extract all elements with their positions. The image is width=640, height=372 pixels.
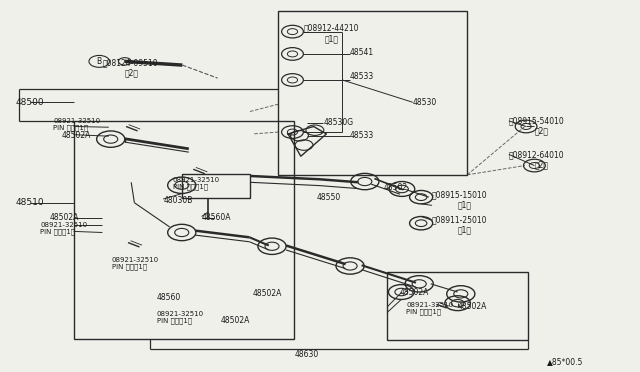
- Text: 48502A: 48502A: [253, 289, 282, 298]
- Text: 48030B: 48030B: [163, 196, 193, 205]
- Text: PIN ピン（1）: PIN ピン（1）: [173, 183, 208, 190]
- Text: 48500: 48500: [16, 98, 45, 107]
- Text: 08921-32510: 08921-32510: [112, 257, 159, 263]
- Text: PIN ピン（1）: PIN ピン（1）: [53, 124, 88, 131]
- Text: PIN ピン（1）: PIN ピン（1）: [112, 263, 147, 270]
- Text: （2）: （2）: [534, 160, 548, 169]
- Text: ▲85*00.5: ▲85*00.5: [547, 357, 584, 366]
- Text: （2）: （2）: [534, 126, 548, 135]
- Text: 08921-32510: 08921-32510: [157, 311, 204, 317]
- Text: 48502: 48502: [384, 183, 408, 192]
- Text: （2）: （2）: [125, 68, 139, 77]
- Text: 48550: 48550: [317, 193, 341, 202]
- Text: 48502A: 48502A: [62, 131, 92, 140]
- Text: PIN ピン（1）: PIN ピン（1）: [406, 308, 442, 315]
- Text: 48502A: 48502A: [221, 316, 250, 325]
- Text: 48630: 48630: [294, 350, 319, 359]
- Text: ⓝ08912-64010: ⓝ08912-64010: [509, 150, 564, 159]
- Text: 08921-32510: 08921-32510: [173, 177, 220, 183]
- Text: Ⓠ08915-15010: Ⓠ08915-15010: [432, 191, 488, 200]
- Text: 48530: 48530: [413, 98, 437, 107]
- Text: 08921-32510: 08921-32510: [53, 118, 100, 124]
- Text: 48502A: 48502A: [458, 302, 487, 311]
- Text: 08921-32510: 08921-32510: [40, 222, 88, 228]
- Text: 08921-32510: 08921-32510: [406, 302, 454, 308]
- Bar: [182, 174, 250, 198]
- Text: 48533: 48533: [350, 72, 374, 81]
- Text: 48502A: 48502A: [400, 288, 429, 296]
- Text: PIN ピン（1）: PIN ピン（1）: [40, 228, 76, 235]
- Text: ⓝ08911-25010: ⓝ08911-25010: [432, 216, 488, 225]
- Text: PIN ピン（1）: PIN ピン（1）: [157, 317, 192, 324]
- Text: 48560: 48560: [157, 293, 181, 302]
- Text: 48502A: 48502A: [49, 213, 79, 222]
- Text: 48560A: 48560A: [202, 213, 231, 222]
- Text: 48530G: 48530G: [323, 118, 353, 127]
- Text: ⓝ08915-54010: ⓝ08915-54010: [509, 116, 564, 125]
- Text: （1）: （1）: [458, 201, 472, 210]
- Text: （1）: （1）: [325, 35, 339, 44]
- Bar: [387, 272, 528, 340]
- Text: 48533: 48533: [350, 131, 374, 140]
- Text: 48510: 48510: [16, 198, 45, 207]
- Text: ⓝ08912-44210: ⓝ08912-44210: [304, 23, 360, 32]
- Text: （1）: （1）: [458, 226, 472, 235]
- Text: B: B: [97, 57, 102, 66]
- Text: Ⓒ08124-09510: Ⓒ08124-09510: [102, 59, 158, 68]
- Bar: [278, 11, 467, 175]
- Text: 48541: 48541: [350, 48, 374, 57]
- Bar: [74, 121, 294, 339]
